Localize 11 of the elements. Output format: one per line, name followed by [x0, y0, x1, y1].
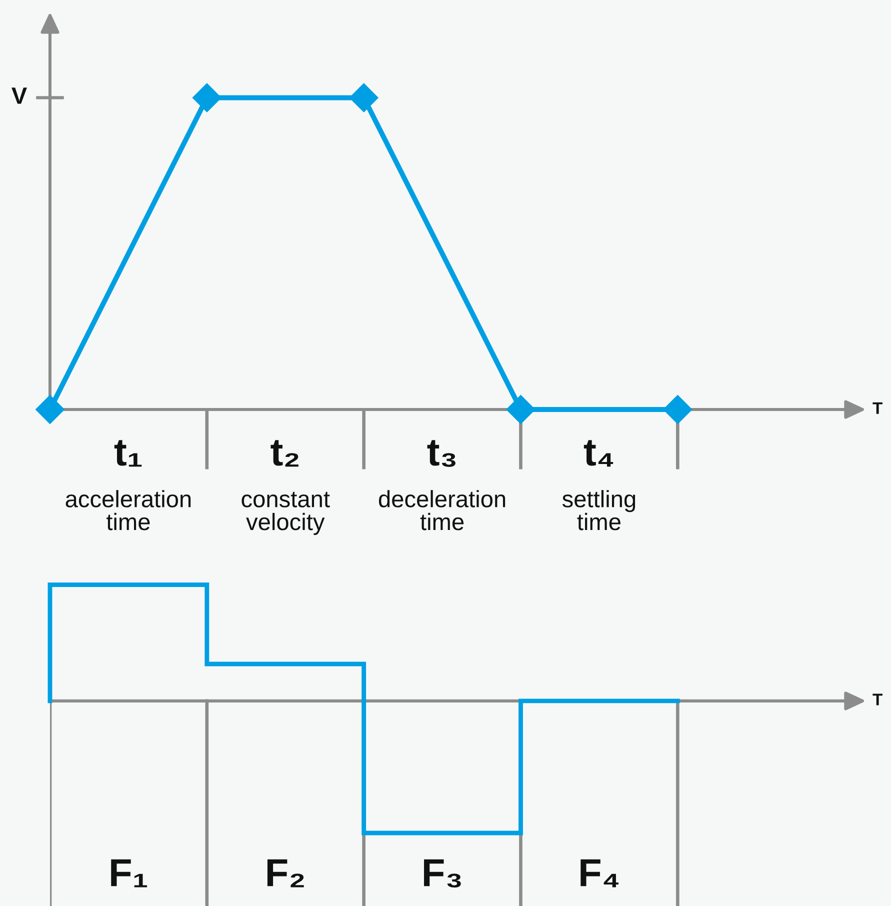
text: t₁ acceleration time	[66, 440, 191, 530]
text: F₂	[267, 859, 304, 888]
x-axis-title: T	[872, 402, 882, 414]
y-axis-title: V	[12, 88, 27, 104]
x-axis-title: T	[872, 694, 882, 706]
text: t₃ deceleration time	[378, 440, 506, 530]
text: t₄ settling time	[562, 440, 636, 530]
text: F₁	[111, 859, 148, 888]
text: F₃	[424, 859, 461, 888]
text: F₄	[580, 859, 618, 888]
text: t₂ constant velocity	[242, 440, 330, 535]
